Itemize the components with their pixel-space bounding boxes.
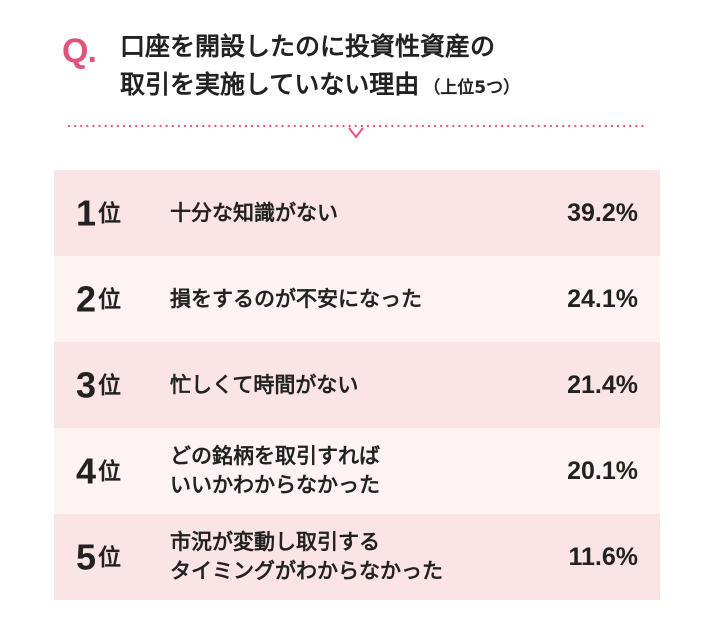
question-title-line-2: 取引を実施していない理由 （上位5つ） [120,66,660,107]
reason-text: 市況が変動し取引するタイミングがわからなかった [170,514,530,600]
ranking-row: 3位 忙しくて時間がない 21.4% [54,342,660,428]
rank-unit: 位 [98,544,122,571]
question-title-line-1: 口座を開設したのに投資性資産の [120,32,496,61]
rank-number: 2 [76,278,97,320]
rank-label: 3位 [76,342,121,428]
reason-line: いいかわからなかった [170,473,380,497]
rank-number: 5 [76,536,97,578]
question-title: 口座を開設したのに投資性資産の 取引を実施していない理由 （上位5つ） [120,28,660,107]
percentage-value: 39.2% [567,199,638,227]
rank-label: 5位 [76,514,121,600]
ranking-table: 1位 十分な知識がない 39.2% 2位 損をするのが不安になった 24.1% 3位 忙しくて… [54,170,660,600]
reason-line: タイミングがわからなかった [170,559,443,583]
rank-unit: 位 [98,200,122,227]
reason-line: 市況が変動し取引する [170,530,380,554]
reason-text: 忙しくて時間がない [170,342,530,428]
rank-number: 1 [76,192,97,234]
rank-number: 3 [76,364,97,406]
reason-line: 損をするのが不安になった [170,286,422,311]
rank-label: 4位 [76,428,121,514]
rank-unit: 位 [98,286,122,313]
ranking-row: 5位 市況が変動し取引する タイミングがわからなかった 11.6% [54,514,660,600]
reason-text: どの銘柄を取引すれば いいかわからなかった [170,428,530,514]
reason-line: どの銘柄を取引すれば [170,444,380,468]
rank-unit: 位 [98,458,122,485]
rank-label: 1位 [76,170,121,256]
percentage-value: 24.1% [567,285,638,313]
rank-label: 2位 [76,256,121,342]
reason-text: 十分な知識がない [170,170,530,256]
rank-number: 4 [76,450,97,492]
question-title-subtext: （上位5つ） [423,78,521,98]
dotted-divider [68,124,644,139]
percentage-value: 11.6% [568,543,638,571]
ranking-row: 4位 どの銘柄を取引すれば いいかわからなかった 20.1% [54,428,660,514]
percentage-value: 21.4% [567,371,638,399]
reason-line: 忙しくて時間がない [170,372,359,397]
rank-unit: 位 [98,372,122,399]
ranking-row: 2位 損をするのが不安になった 24.1% [54,256,660,342]
reason-line: 十分な知識がない [170,200,338,225]
percentage-value: 20.1% [567,457,638,485]
ranking-row: 1位 十分な知識がない 39.2% [54,170,660,256]
question-mark: Q. [62,32,97,70]
question-title-line-2-text: 取引を実施していない理由 [120,70,420,99]
reason-text: 損をするのが不安になった [170,256,530,342]
down-arrow-icon [348,127,364,139]
